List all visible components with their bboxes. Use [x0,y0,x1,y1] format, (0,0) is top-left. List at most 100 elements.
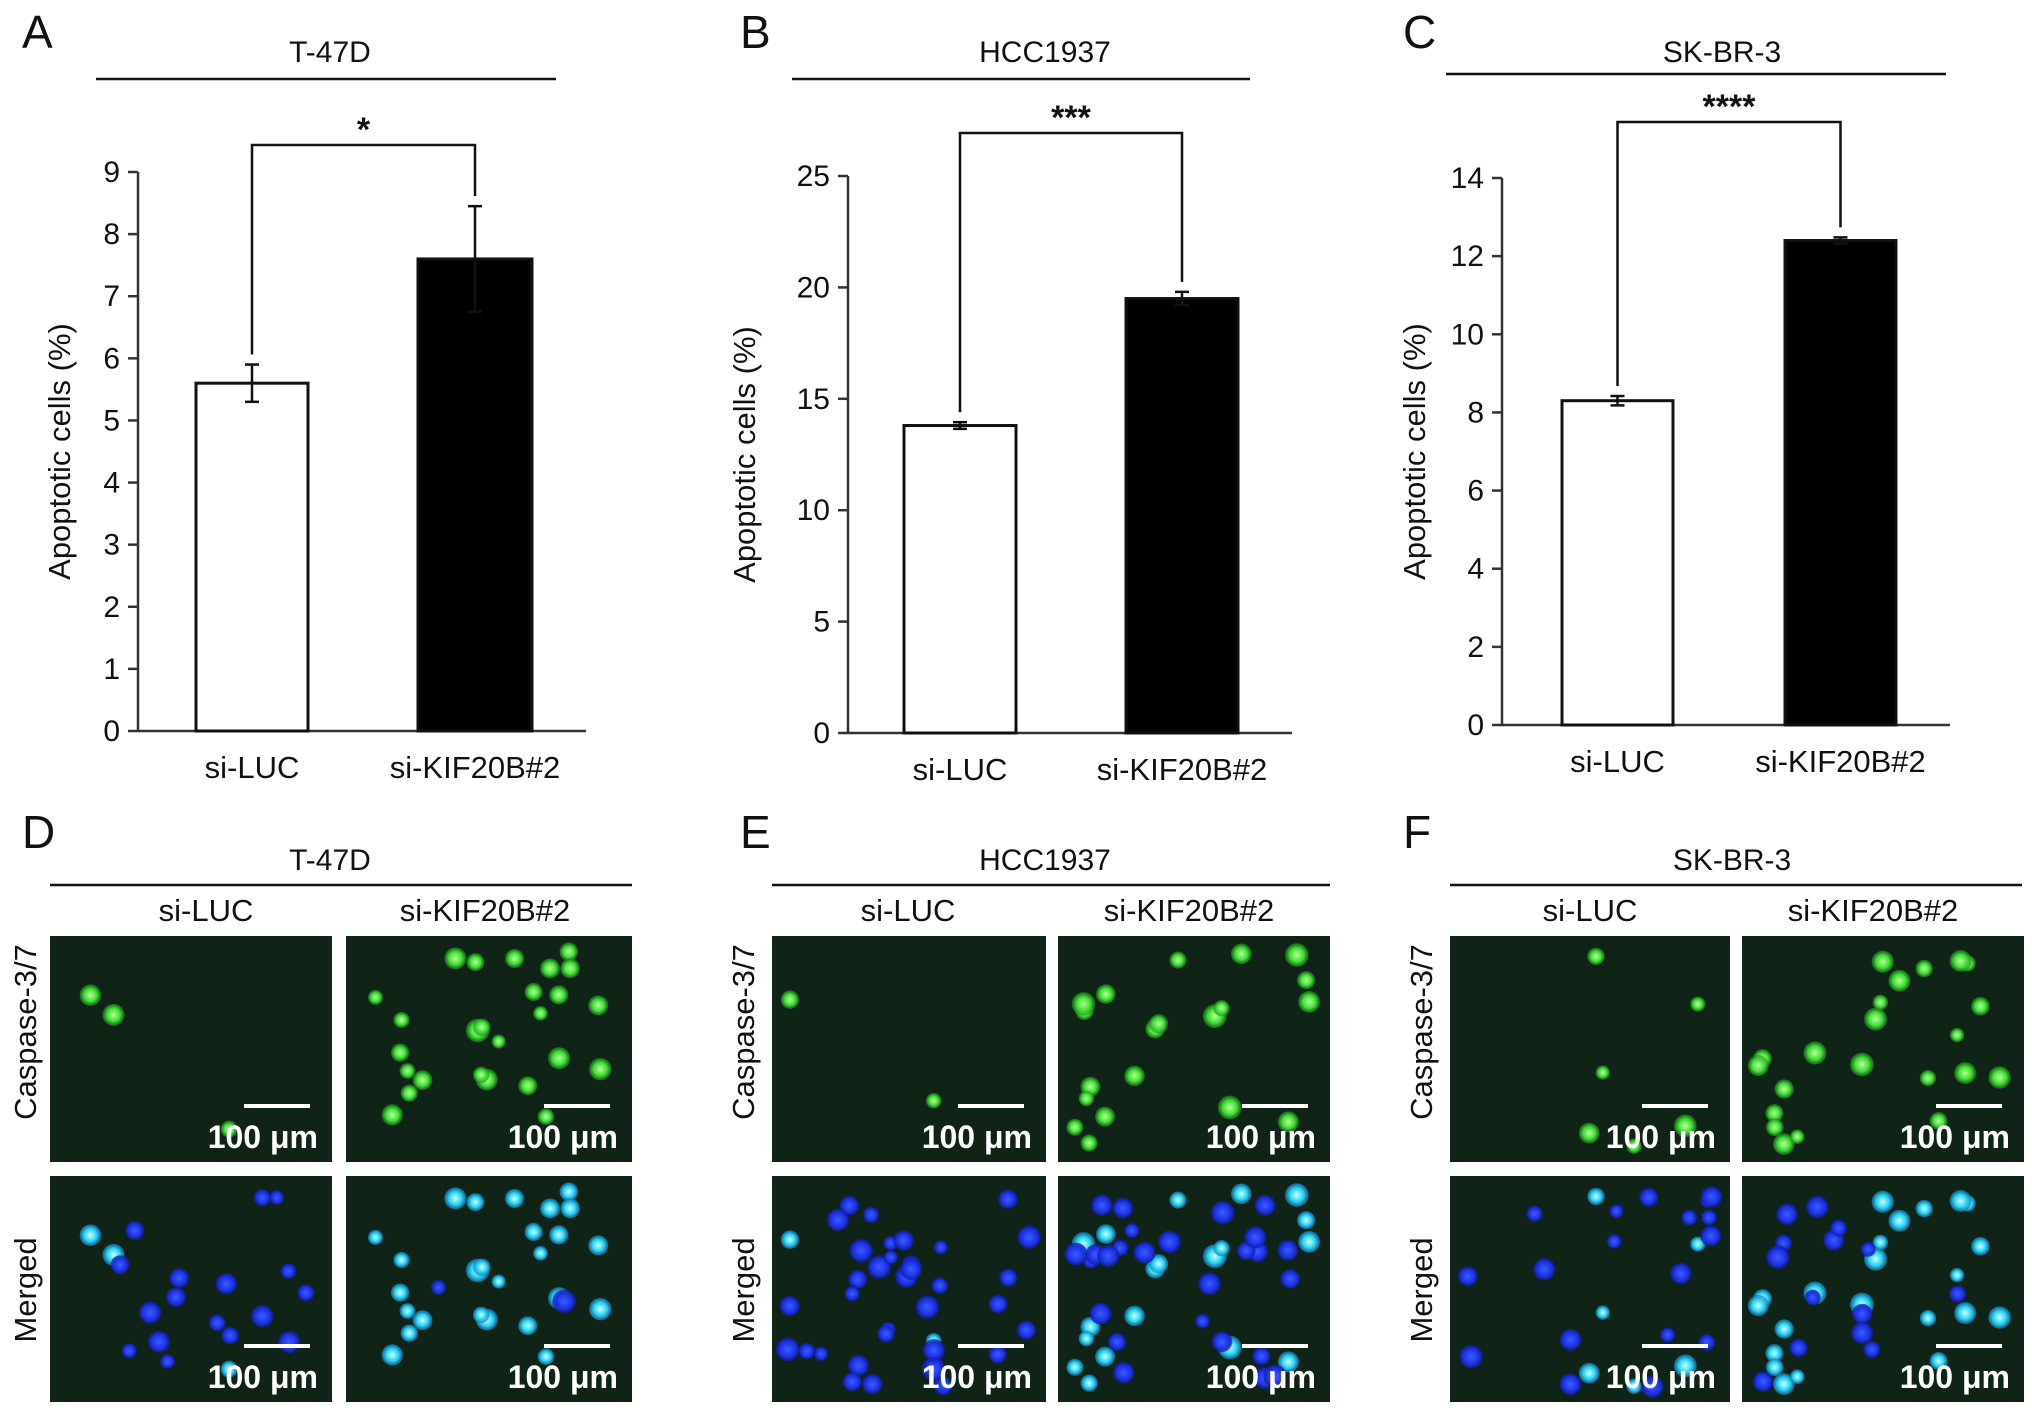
nucleus [1804,1289,1821,1306]
image-background [50,936,332,1162]
y-tick-label: 10 [797,494,830,527]
nucleus [842,1372,862,1392]
apoptotic-cell [1971,996,1990,1016]
image-background [772,936,1046,1162]
nucleus [1533,1258,1556,1281]
nucleus [1158,1230,1181,1254]
apoptotic-cell [390,1043,410,1062]
panel-D-heading: D T-47D si-LUC si-KIF20B#2 Caspase-3/7 M… [8,806,632,1343]
nucleus [1681,1209,1698,1226]
merged-apoptotic-cell [472,1306,490,1324]
nucleus [1091,1194,1113,1216]
y-tick-label: 15 [797,383,830,416]
merged-image: 100 μm [1450,1176,1730,1402]
nucleus [922,1339,946,1362]
panel-title: SK-BR-3 [1673,844,1791,877]
nucleus [862,1373,883,1395]
bar [1783,239,1898,727]
y-tick-label: 9 [103,156,120,189]
nucleus [849,1238,873,1263]
nucleus [826,1208,850,1232]
apoptotic-cell [1298,990,1321,1013]
merged-apoptotic-cell [1919,1309,1937,1327]
y-tick-label: 4 [1467,553,1484,586]
merged-apoptotic-cell [1789,1369,1805,1384]
nucleus [1277,1239,1299,1261]
panel-title: SK-BR-3 [1663,36,1781,69]
category-label: si-KIF20B#2 [390,750,561,785]
nucleus [1089,1302,1112,1325]
column-label: si-LUC [861,893,956,928]
nucleus [280,1263,297,1280]
nucleus [1830,1219,1847,1237]
apoptotic-cell [518,1076,538,1096]
y-tick-label: 2 [103,591,120,624]
apoptotic-cell [1587,947,1605,966]
y-tick-label: 5 [103,404,120,437]
nucleus [253,1189,271,1207]
significance-label: *** [1051,99,1091,137]
bar-chart-1: 0 1 2 3 4 5 6 7 8 9 Apoptotic cells (%) si-LUC si-KI… [42,111,586,785]
nucleus [1113,1361,1135,1384]
merged-apoptotic-cell [1872,1234,1889,1251]
merged-apoptotic-cell [524,1222,543,1242]
apoptotic-cell [1872,994,1889,1011]
caspase-image: 100 μm [1742,936,2024,1162]
apoptotic-cell [537,1108,555,1126]
merged-apoptotic-cell [1949,1267,1965,1283]
y-tick-label: 25 [797,160,830,193]
apoptotic-cell [1929,1112,1948,1130]
nucleus [988,1294,1008,1314]
merged-apoptotic-cell [1673,1354,1697,1378]
merged-apoptotic-cell [444,1187,467,1210]
apoptotic-cell [559,942,579,962]
nucleus [988,1345,1007,1364]
apoptotic-cell [473,1018,491,1036]
row-label: Caspase-3/7 [1404,944,1439,1120]
image-background [1742,936,2024,1162]
merged-apoptotic-cell [549,1225,569,1245]
y-tick-label: 6 [1467,475,1484,508]
column-label: si-KIF20B#2 [1788,893,1959,928]
nucleus [1850,1321,1874,1344]
scale-bar-label: 100 μm [208,1119,318,1155]
merged-apoptotic-cell [1277,1351,1299,1373]
nucleus [1133,1241,1156,1264]
apoptotic-cell [589,1057,612,1081]
merged-apoptotic-cell [1096,1224,1116,1244]
merged-apoptotic-cell [367,1229,383,1245]
merged-apoptotic-cell [780,1230,800,1249]
panel-title: T-47D [289,844,371,877]
merged-apoptotic-cell [491,1274,506,1289]
nucleus [1457,1266,1478,1287]
merged-apoptotic-cell [466,1193,485,1212]
apoptotic-cell [1673,1114,1697,1138]
merged-apoptotic-cell [533,1245,548,1261]
merged-apoptotic-cell [1971,1236,1990,1256]
nucleus [297,1284,315,1302]
merged-image: 100 μm [772,1176,1046,1402]
nucleus [1252,1347,1271,1366]
merged-apoptotic-cell [1297,1211,1316,1230]
apoptotic-cell [1595,1065,1610,1080]
apoptotic-cell [1230,943,1252,965]
nucleus [1641,1375,1664,1398]
merged-apoptotic-cell [588,1235,609,1256]
merged-image: 100 μm [346,1176,632,1402]
caspase-image: 100 μm [772,936,1046,1162]
nucleus [1263,1364,1287,1388]
y-axis-label: Apoptotic cells (%) [42,323,77,580]
nucleus [1559,1373,1582,1396]
merged-apoptotic-cell [1149,1254,1169,1274]
merged-apoptotic-cell [1124,1305,1145,1327]
y-tick-label: 1 [103,653,120,686]
apoptotic-cell [560,958,581,979]
scale-bar-label: 100 μm [922,1359,1032,1395]
panel-title: T-47D [289,36,371,69]
significance-bracket [1616,120,1842,387]
apoptotic-cell [79,984,102,1006]
apoptotic-cell [1626,1138,1642,1154]
scale-bar-label: 100 μm [922,1119,1032,1155]
nucleus [1107,1332,1127,1352]
apoptotic-cell [1578,1122,1600,1144]
